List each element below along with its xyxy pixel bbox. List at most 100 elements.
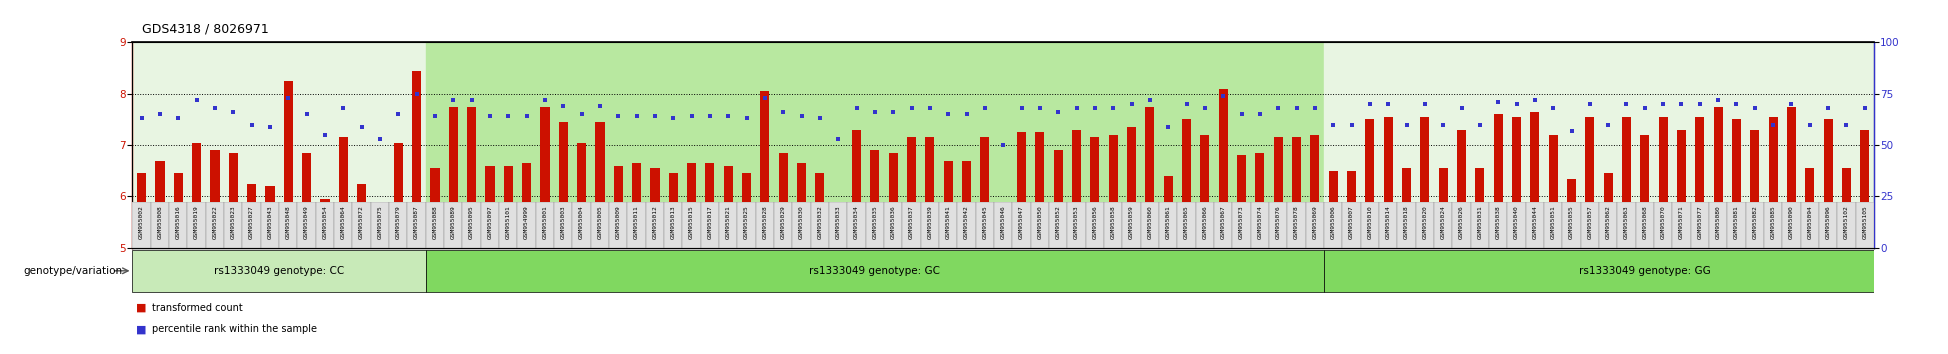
Text: GSM955025: GSM955025 [744,205,750,239]
Point [621,114,653,119]
Bar [627,202,645,248]
Text: GSM955054: GSM955054 [323,205,327,239]
Bar [1362,202,1379,248]
Bar [393,143,403,248]
Point [1593,122,1625,127]
Bar [1658,117,1667,248]
Bar [1749,130,1759,248]
Bar [1671,202,1691,248]
Bar [1017,132,1027,248]
Text: GSM955055: GSM955055 [1568,205,1574,239]
Text: GSM955053: GSM955053 [1073,205,1079,239]
Bar [980,137,990,248]
Text: GSM955015: GSM955015 [690,205,693,239]
Bar [356,184,366,248]
Point [584,103,616,109]
Bar [1219,89,1227,248]
Bar [908,137,916,248]
Text: GSM955085: GSM955085 [1771,205,1777,239]
Text: GSM955060: GSM955060 [1147,205,1153,239]
Point [475,114,506,119]
Bar [1128,127,1136,248]
Bar [427,250,1325,292]
Bar [132,42,427,248]
Point [639,114,670,119]
Bar [302,153,312,248]
Text: GSM955029: GSM955029 [781,205,785,239]
Bar [390,202,407,248]
Point [1025,105,1056,111]
Bar [413,71,421,248]
Bar [1091,137,1099,248]
Bar [540,107,549,248]
Bar [1397,202,1416,248]
Text: rs1333049 genotype: GG: rs1333049 genotype: GG [1580,266,1710,276]
Point [310,132,341,138]
Bar [1329,171,1338,248]
Text: GSM955051: GSM955051 [1551,205,1556,239]
Text: GSM955039: GSM955039 [927,205,933,239]
Bar [1745,202,1765,248]
Text: GSM955050: GSM955050 [1038,205,1042,239]
Text: GSM955031: GSM955031 [1477,205,1482,239]
Bar [353,202,370,248]
Text: GSM955036: GSM955036 [890,205,896,239]
Bar [943,161,953,248]
Bar [756,202,773,248]
Bar [1714,107,1722,248]
Bar [1325,42,1948,248]
Bar [1856,202,1874,248]
Bar [1471,202,1488,248]
Text: percentile rank within the sample: percentile rank within the sample [152,324,318,334]
Bar [1054,150,1064,248]
Bar [1145,107,1155,248]
Bar [193,143,201,248]
Point [805,116,836,121]
Point [199,105,230,111]
Bar [1531,112,1539,248]
Bar [902,202,921,248]
Text: GSM955058: GSM955058 [1110,205,1116,239]
Text: GSM955095: GSM955095 [469,205,473,239]
Point [951,112,982,117]
Bar [1728,202,1745,248]
Bar [793,202,810,248]
Bar [1475,168,1484,248]
Point [1428,122,1459,127]
Bar [1071,130,1081,248]
Bar [316,202,335,248]
Text: GSM955067: GSM955067 [1221,205,1225,239]
Bar [738,202,756,248]
Bar [1843,168,1851,248]
Bar [1636,202,1654,248]
Bar [682,202,701,248]
Point [1519,97,1551,103]
Bar [261,202,279,248]
Text: GSM955076: GSM955076 [1276,205,1280,239]
Text: GSM955017: GSM955017 [707,205,713,239]
Point [347,124,378,130]
Point [327,105,358,111]
Text: GSM955004: GSM955004 [579,205,584,239]
Bar [224,202,242,248]
Bar [1708,202,1728,248]
Point [1703,97,1734,103]
Bar [1580,202,1599,248]
Bar [1200,135,1210,248]
Text: GSM955069: GSM955069 [1313,205,1317,239]
Bar [956,202,976,248]
Text: GSM955048: GSM955048 [286,205,290,239]
Text: GSM955014: GSM955014 [1385,205,1391,239]
Bar [1508,202,1525,248]
Point [547,103,579,109]
Bar [1438,168,1447,248]
Point [530,97,561,103]
Bar [1108,135,1118,248]
Bar [265,186,275,248]
Text: GSM955008: GSM955008 [158,205,162,239]
Bar [668,173,678,248]
Bar [298,202,316,248]
Point [1794,122,1825,127]
Bar [999,207,1007,248]
Point [181,97,212,103]
